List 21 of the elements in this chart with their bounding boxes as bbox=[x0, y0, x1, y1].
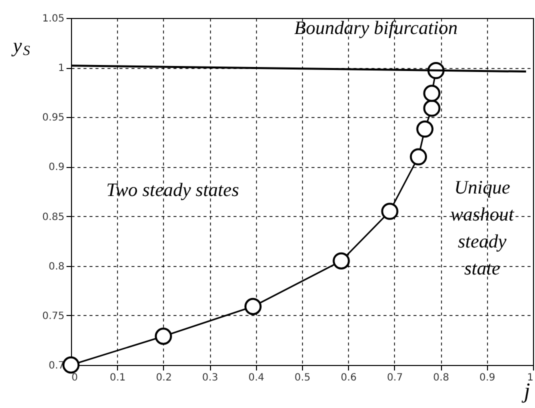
y-tick-label: 1 bbox=[58, 63, 64, 74]
annotation: Unique washout steady state bbox=[450, 178, 515, 280]
annotation: Two steady states bbox=[106, 180, 239, 201]
annotation: Boundary bifurcation bbox=[294, 18, 458, 39]
x-tick-label: 0.7 bbox=[386, 372, 403, 384]
y-tick-label: 0.95 bbox=[42, 112, 64, 124]
x-tick-label: 0.6 bbox=[340, 372, 357, 384]
x-tick-label: 0.4 bbox=[248, 372, 264, 384]
y-tick-label: 1.05 bbox=[42, 14, 64, 24]
y-tick-label: 0.75 bbox=[42, 310, 64, 322]
x-tick-label: 0.3 bbox=[202, 372, 218, 384]
x-tick-label: 0.1 bbox=[110, 372, 126, 384]
x-tick-label: 1 bbox=[527, 372, 534, 384]
x-tick-label: 0.9 bbox=[479, 372, 496, 384]
y-tick-label: 0.9 bbox=[48, 162, 64, 174]
x-tick-label: 0.5 bbox=[294, 372, 310, 384]
x-tick-label: 0 bbox=[72, 372, 78, 384]
x-tick-label: 0.2 bbox=[156, 372, 172, 384]
x-tick-label: 0.8 bbox=[433, 372, 450, 384]
y-tick-label: 0.85 bbox=[42, 212, 64, 223]
y-tick-label: 0.8 bbox=[48, 261, 64, 272]
